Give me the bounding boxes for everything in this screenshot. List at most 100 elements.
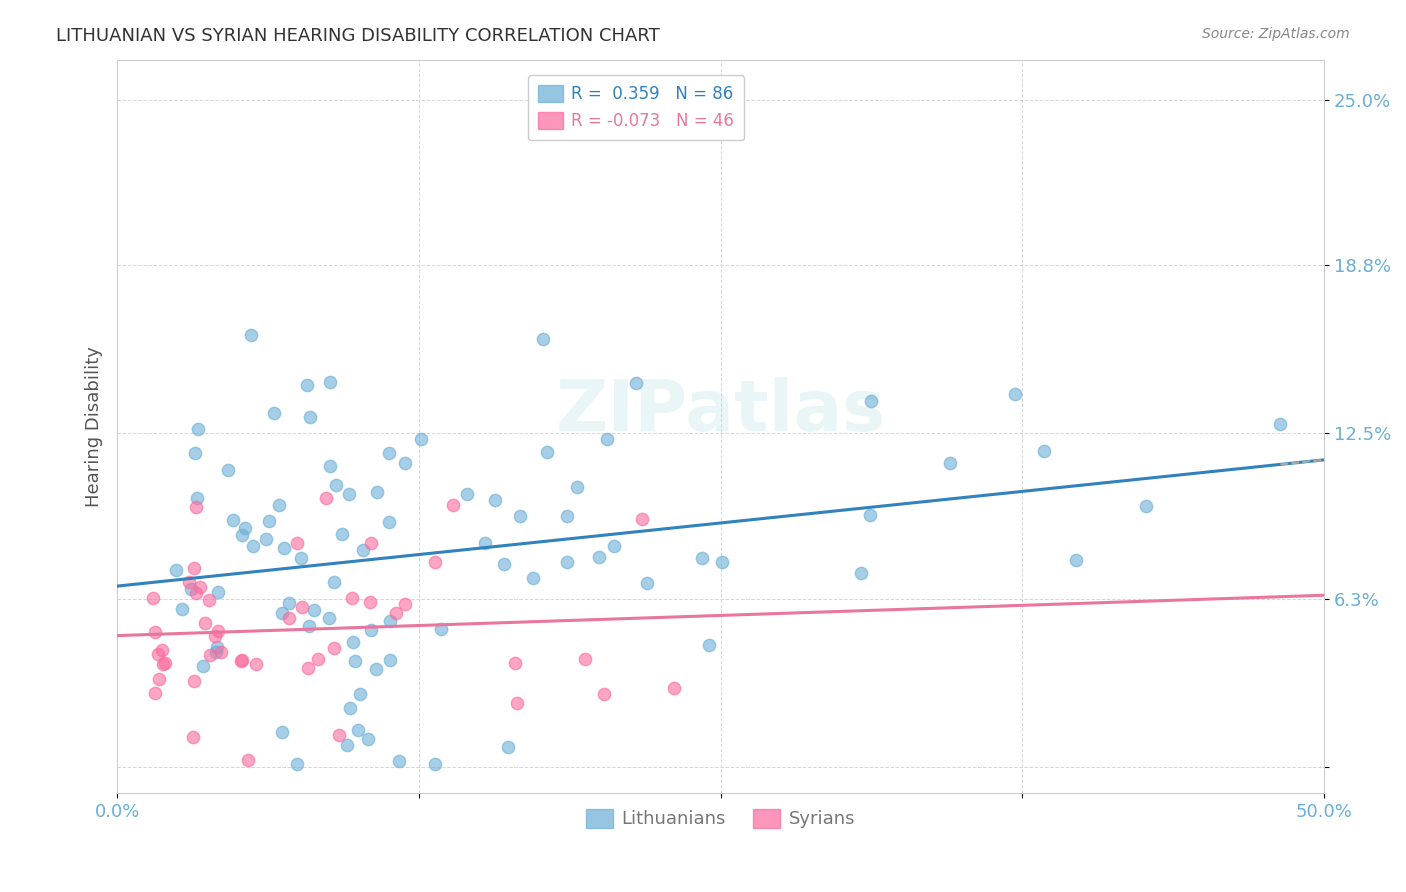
Point [190,580,212,594]
Point [346,723,368,738]
Point [474,536,496,550]
Point [184,586,207,600]
Point [380,614,402,628]
Point [340,591,363,605]
Point [710,556,733,570]
Point [222,513,245,527]
Point [278,611,301,625]
Point [245,657,267,671]
Point [184,446,207,460]
Point [636,575,658,590]
Point [456,487,478,501]
Point [285,757,308,772]
Point [319,458,342,473]
Point [291,599,314,614]
Point [205,645,228,659]
Point [388,754,411,768]
Point [503,656,526,670]
Point [299,410,322,425]
Point [318,610,340,624]
Point [378,653,401,667]
Point [1135,499,1157,513]
Point [425,757,447,772]
Point [411,432,433,446]
Point [239,327,262,342]
Point [330,527,353,541]
Point [297,661,319,675]
Point [285,536,308,550]
Text: Source: ZipAtlas.com: Source: ZipAtlas.com [1202,27,1350,41]
Point [378,516,401,530]
Point [1032,444,1054,458]
Point [204,629,226,643]
Point [150,642,173,657]
Text: LITHUANIAN VS SYRIAN HEARING DISABILITY CORRELATION CHART: LITHUANIAN VS SYRIAN HEARING DISABILITY … [56,27,659,45]
Point [254,532,277,546]
Point [207,624,229,638]
Point [322,641,344,656]
Point [697,638,720,652]
Point [344,655,367,669]
Point [186,500,208,514]
Point [342,635,364,649]
Point [146,647,169,661]
Point [357,732,380,747]
Point [859,508,882,522]
Point [536,445,558,459]
Point [153,656,176,670]
Point [187,422,209,436]
Point [555,509,578,524]
Point [236,752,259,766]
Point [148,672,170,686]
Point [557,555,579,569]
Point [267,498,290,512]
Point [593,687,616,701]
Point [257,515,280,529]
Point [319,375,342,389]
Point [349,687,371,701]
Point [152,657,174,671]
Point [441,498,464,512]
Point [588,550,610,565]
Point [209,645,232,659]
Point [180,582,202,596]
Point [172,602,194,616]
Point [328,728,350,742]
Point [165,563,187,577]
Point [323,574,346,589]
Point [263,405,285,419]
Point [273,541,295,556]
Point [509,508,531,523]
Point [339,487,361,501]
Point [229,655,252,669]
Point [217,463,239,477]
Point [186,491,208,505]
Point [307,651,329,665]
Point [194,616,217,631]
Point [1004,387,1026,401]
Point [394,597,416,611]
Point [290,551,312,566]
Point [315,491,337,505]
Point [494,558,516,572]
Point [574,651,596,665]
Point [200,648,222,663]
Point [298,618,321,632]
Point [378,446,401,460]
Point [181,730,204,744]
Point [233,521,256,535]
Point [366,485,388,500]
Point [207,585,229,599]
Point [231,528,253,542]
Point [484,493,506,508]
Point [271,725,294,739]
Point [596,432,619,446]
Y-axis label: Hearing Disability: Hearing Disability [86,346,103,507]
Point [191,658,214,673]
Point [664,681,686,695]
Point [602,540,624,554]
Legend: Lithuanians, Syrians: Lithuanians, Syrians [578,802,863,836]
Point [1270,417,1292,431]
Point [142,591,165,605]
Point [565,480,588,494]
